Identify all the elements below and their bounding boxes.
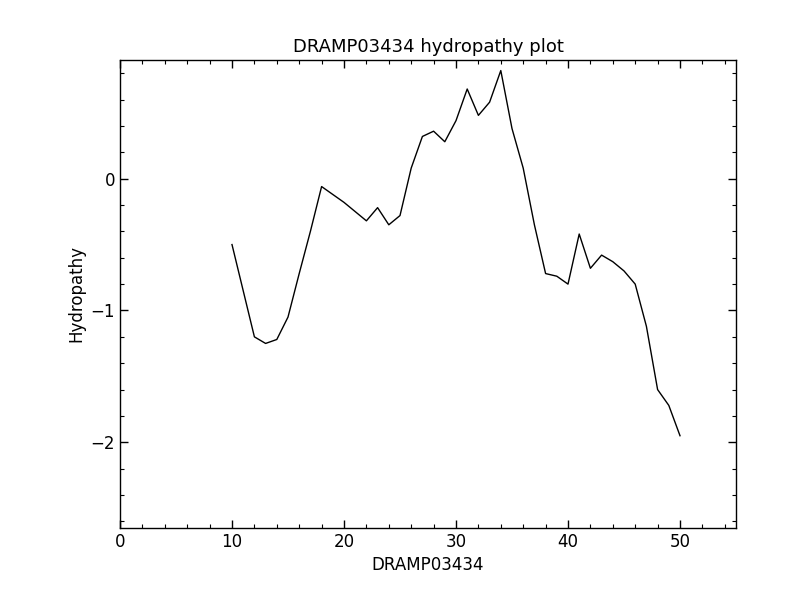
Title: DRAMP03434 hydropathy plot: DRAMP03434 hydropathy plot [293, 38, 563, 56]
X-axis label: DRAMP03434: DRAMP03434 [372, 556, 484, 574]
Y-axis label: Hydropathy: Hydropathy [67, 245, 85, 343]
